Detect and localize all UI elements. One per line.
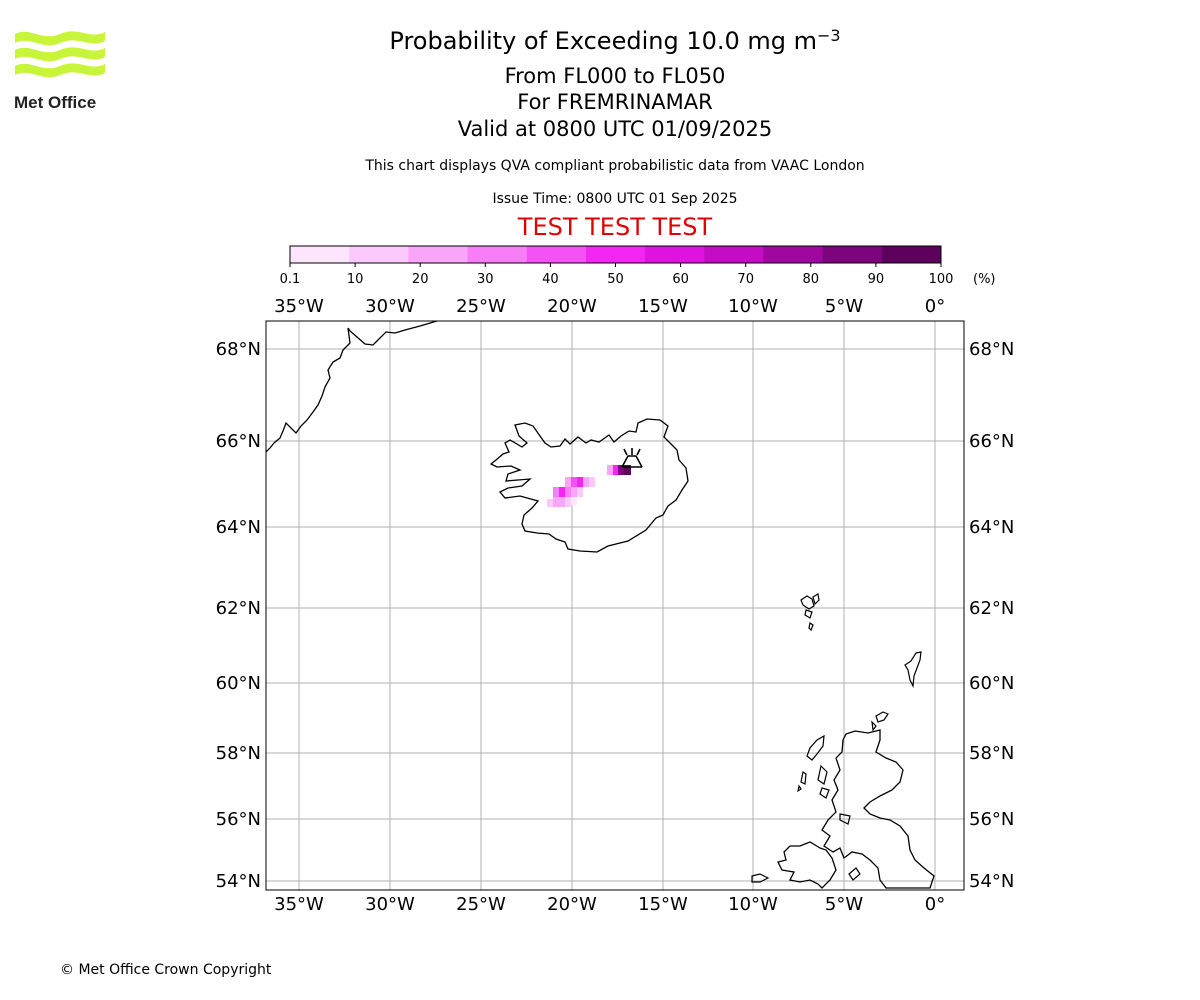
lat-label-right: 56°N (969, 809, 1014, 830)
hebrides-coastline (797, 734, 830, 799)
lon-label-bottom: 15°W (638, 894, 688, 915)
colorbar-segment (881, 246, 942, 263)
lat-label-right: 54°N (969, 871, 1014, 892)
colorbar-segment (467, 246, 528, 263)
map: 35°W 30°W 25°W 20°W 15°W 10°W 5°W 0° 35°W 30°W 25… (216, 296, 1015, 915)
lon-label-top: 35°W (274, 296, 324, 317)
probability-cells (547, 465, 631, 507)
lon-label-bottom: 10°W (728, 894, 778, 915)
shetland-coastline (904, 651, 922, 689)
small-islands-coastline (751, 813, 861, 883)
test-banner: TEST TEST TEST (517, 213, 713, 241)
lon-label-top: 5°W (825, 296, 863, 317)
volcano-name: For FREMRINAMAR (517, 90, 713, 114)
greenland-coastline (265, 320, 438, 453)
lat-label-right: 68°N (969, 339, 1014, 360)
lon-label-bottom: 35°W (274, 894, 324, 915)
colorbar-tick-label: 10 (347, 272, 364, 287)
copyright: © Met Office Crown Copyright (60, 962, 272, 978)
colorbar: 0.1 10 20 30 40 50 60 70 80 90 100 (%) (280, 245, 996, 287)
colorbar-unit: (%) (973, 272, 996, 287)
level-range: From FL000 to FL050 (504, 64, 726, 88)
lat-label-left: 64°N (216, 517, 261, 538)
colorbar-tick-label: 90 (868, 272, 885, 287)
lat-label-left: 58°N (216, 743, 261, 764)
lat-label-right: 62°N (969, 598, 1014, 619)
lat-label-right: 60°N (969, 673, 1014, 694)
orkney-coastline (871, 711, 889, 732)
gridlines (266, 321, 964, 890)
volcano-icon (621, 448, 643, 468)
colorbar-tick-label: 70 (737, 272, 754, 287)
colorbar-tick-label: 0.1 (280, 272, 301, 287)
lon-label-bottom: 0° (925, 894, 945, 915)
colorbar-tick-label: 50 (607, 272, 624, 287)
lon-label-top: 10°W (728, 296, 778, 317)
met-office-logo: Met Office (14, 31, 105, 112)
colorbar-segment (822, 246, 883, 263)
lon-label-bottom: 30°W (365, 894, 415, 915)
lon-label-bottom: 20°W (547, 894, 597, 915)
lat-label-left: 60°N (216, 673, 261, 694)
title-text: Probability of Exceeding 10.0 mg m (389, 27, 817, 55)
lat-label-right: 64°N (969, 517, 1014, 538)
lon-label-top: 30°W (365, 296, 415, 317)
lat-label-right: 58°N (969, 743, 1014, 764)
colorbar-segment (290, 246, 350, 263)
colorbar-tick-label: 40 (542, 272, 559, 287)
colorbar-tick-label: 20 (412, 272, 429, 287)
colorbar-segment (763, 246, 824, 263)
lat-label-left: 66°N (216, 431, 261, 452)
valid-time: Valid at 0800 UTC 01/09/2025 (457, 117, 773, 141)
map-frame-bg (266, 321, 964, 890)
lon-label-bottom: 5°W (825, 894, 863, 915)
colorbar-segment (585, 246, 646, 263)
colorbar-tick-label: 100 (929, 272, 954, 287)
colorbar-tick-label: 80 (803, 272, 820, 287)
issue-time: Issue Time: 0800 UTC 01 Sep 2025 (492, 191, 738, 207)
colorbar-tick-label: 60 (672, 272, 689, 287)
ireland-coastline (777, 841, 837, 889)
logo-text: Met Office (14, 93, 96, 112)
chart-description: This chart displays QVA compliant probab… (365, 158, 865, 174)
iceland-coastline (489, 418, 689, 553)
map-frame (265, 320, 965, 891)
colorbar-segment (704, 246, 764, 263)
colorbar-segment (408, 246, 469, 263)
chart-title: Probability of Exceeding 10.0 mg m−3 (0, 26, 1200, 55)
lat-label-left: 62°N (216, 598, 261, 619)
lat-label-left: 56°N (216, 809, 261, 830)
colorbar-tick-label: 30 (477, 272, 494, 287)
lon-label-bottom: 25°W (456, 894, 506, 915)
lat-label-left: 68°N (216, 339, 261, 360)
faroe-islands-coastline (800, 593, 820, 632)
lon-label-top: 15°W (638, 296, 688, 317)
lon-label-top: 0° (925, 296, 945, 317)
lon-label-top: 20°W (547, 296, 597, 317)
lat-label-right: 66°N (969, 431, 1014, 452)
title-exponent: −3 (817, 26, 841, 45)
colorbar-segment (526, 246, 587, 263)
colorbar-segment (645, 246, 705, 263)
britain-coastline (821, 729, 935, 889)
colorbar-segment (349, 246, 409, 263)
lon-label-top: 25°W (456, 296, 506, 317)
lat-label-left: 54°N (216, 871, 261, 892)
